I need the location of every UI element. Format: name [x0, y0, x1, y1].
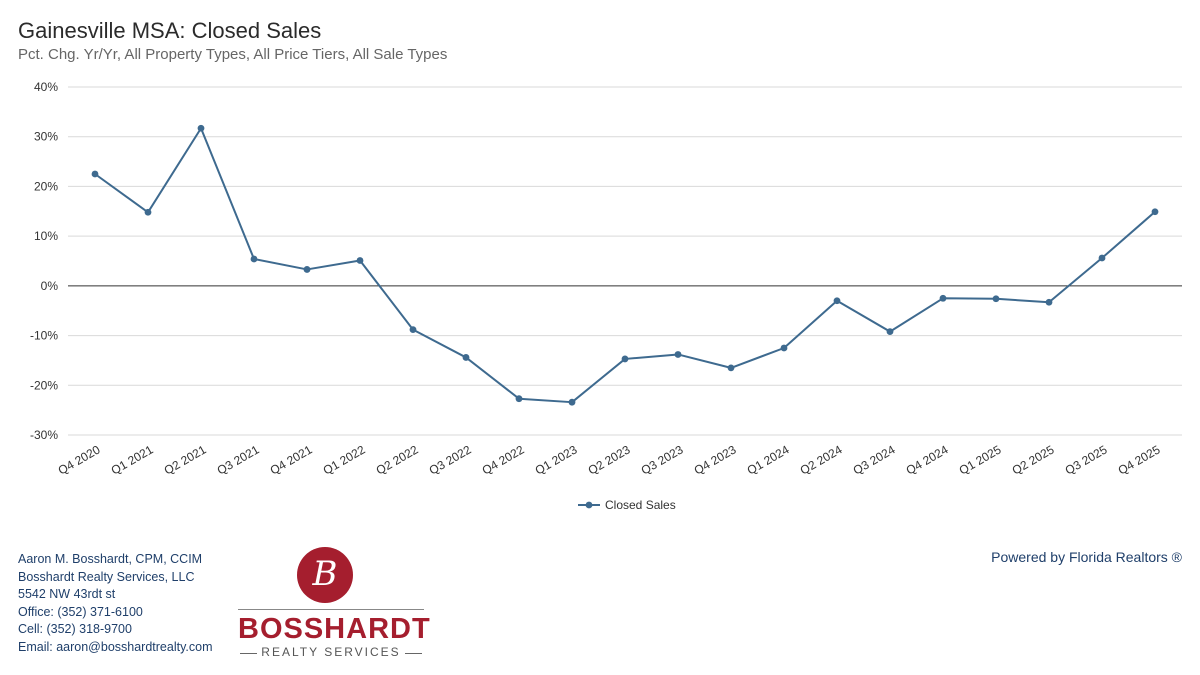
contact-email[interactable]: Email: aaron@bosshardtrealty.com	[18, 639, 213, 654]
chart-title: Gainesville MSA: Closed Sales	[18, 18, 322, 43]
data-point	[197, 124, 205, 132]
contact-cell-phone: Cell: (352) 318-9700	[18, 622, 132, 636]
x-tick-label: Q2 2021	[162, 442, 209, 477]
x-tick-label: Q4 2023	[692, 442, 739, 477]
contact-company: Bosshardt Realty Services, LLC	[18, 569, 195, 584]
y-tick-label: -20%	[30, 378, 58, 392]
x-tick-label: Q3 2025	[1063, 442, 1110, 477]
x-tick-label: Q1 2025	[957, 442, 1004, 477]
data-point	[780, 344, 788, 352]
x-tick-label: Q4 2022	[480, 442, 527, 477]
bosshardt-monogram-icon: B	[297, 547, 353, 603]
data-point	[250, 255, 258, 263]
x-tick-label: Q4 2021	[268, 442, 315, 477]
x-tick-label: Q3 2023	[639, 442, 686, 477]
contact-office-phone: Office: (352) 371-6100	[18, 604, 143, 619]
y-tick-label: 40%	[34, 80, 58, 94]
data-point	[568, 398, 576, 406]
x-tick-label: Q4 2020	[56, 442, 103, 477]
x-tick-label: Q2 2025	[1010, 442, 1057, 477]
x-tick-label: Q4 2025	[1116, 442, 1163, 477]
data-point	[939, 294, 947, 302]
x-tick-label: Q1 2022	[321, 442, 368, 477]
x-tick-label: Q1 2021	[109, 442, 156, 477]
contact-address: 5542 NW 43rdt st	[18, 587, 116, 601]
data-point	[1151, 208, 1159, 216]
y-tick-label: 20%	[34, 179, 58, 193]
powered-by[interactable]: Powered by Florida Realtors ®	[991, 549, 1182, 565]
data-point	[91, 170, 99, 178]
x-tick-label: Q2 2024	[798, 442, 845, 477]
data-point	[356, 257, 364, 264]
x-tick-label: Q3 2022	[427, 442, 474, 477]
y-tick-label: 10%	[34, 229, 58, 243]
contact-info: Aaron M. Bosshardt, CPM, CCIM Bosshardt …	[18, 551, 212, 656]
data-point	[992, 295, 1000, 303]
closed-sales-chart: 40% 30% 20% 10% 0% -10% -20% -30%Q4 2020 Q1 2021…	[30, 80, 1182, 512]
y-tick-label: -10%	[30, 329, 58, 343]
y-tick-label: 30%	[34, 130, 58, 144]
data-point	[621, 355, 629, 363]
x-tick-label: Q4 2024	[904, 442, 951, 477]
chart-subtitle: Pct. Chg. Yr/Yr, All Property Types, All…	[18, 46, 448, 63]
legend-swatch-marker	[585, 501, 593, 509]
data-point	[409, 326, 417, 334]
data-point	[303, 266, 311, 273]
x-tick-label: Q3 2021	[215, 442, 262, 477]
x-tick-label: Q1 2023	[533, 442, 580, 477]
data-point	[886, 328, 894, 335]
x-tick-label: Q1 2024	[745, 442, 792, 477]
data-point	[515, 395, 523, 403]
data-point	[674, 351, 682, 358]
logo-tagline: REALTY SERVICES	[238, 645, 424, 659]
bosshardt-logo: B BOSSHARDT REALTY SERVICES	[238, 547, 431, 659]
legend-label: Closed Sales	[605, 498, 676, 512]
data-point	[462, 354, 470, 361]
x-tick-label: Q3 2024	[851, 442, 898, 477]
data-point	[1098, 254, 1106, 262]
data-point	[144, 208, 152, 216]
logo-name: BOSSHARDT	[238, 613, 431, 645]
y-tick-label: -30%	[30, 428, 58, 442]
x-tick-label: Q2 2023	[586, 442, 633, 477]
data-point	[1045, 298, 1053, 306]
logo-tagline-text: REALTY SERVICES	[257, 645, 405, 659]
data-point	[727, 364, 735, 372]
logo-divider	[238, 609, 424, 610]
x-tick-label: Q2 2022	[374, 442, 421, 477]
y-tick-label: 0%	[41, 279, 59, 293]
contact-name: Aaron M. Bosshardt, CPM, CCIM	[18, 552, 203, 566]
data-point	[833, 297, 841, 305]
